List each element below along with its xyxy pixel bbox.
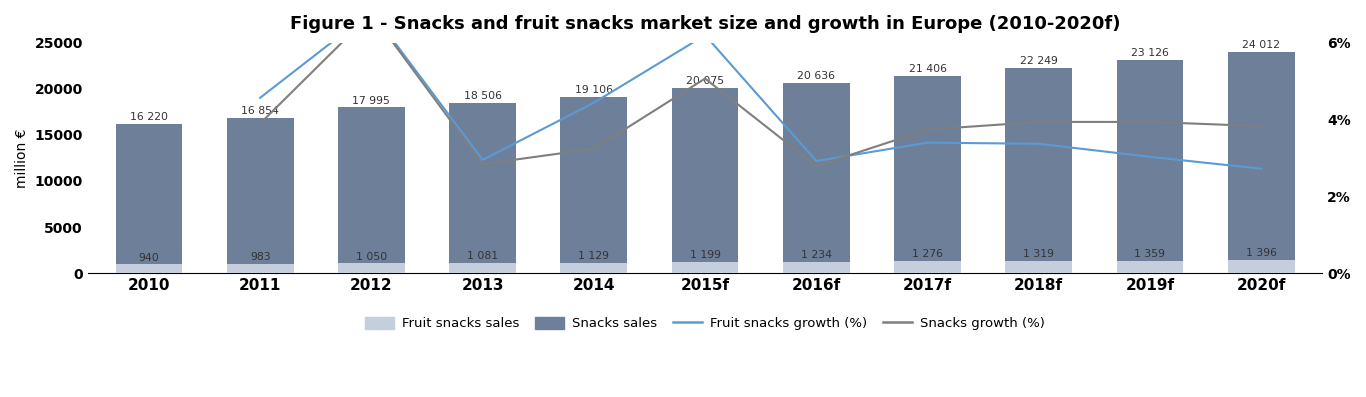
Text: 1 359: 1 359	[1135, 249, 1165, 259]
Bar	[1005, 68, 1072, 273]
Bar	[672, 88, 739, 273]
Bar	[449, 263, 516, 273]
Fruit snacks growth (%)	[919, 140, 936, 145]
Snacks growth (%)	[586, 146, 602, 151]
Fruit snacks growth (%)	[363, 9, 380, 14]
Snacks growth (%)	[1030, 119, 1046, 124]
Bar	[895, 261, 960, 273]
Bar	[337, 107, 404, 273]
Text: 1 234: 1 234	[800, 250, 832, 260]
Text: 1 396: 1 396	[1246, 249, 1277, 258]
Text: 18 506: 18 506	[463, 91, 501, 101]
Snacks growth (%)	[363, 11, 380, 16]
Text: 1 129: 1 129	[578, 251, 609, 261]
Text: 1 050: 1 050	[355, 252, 387, 262]
Fruit snacks growth (%)	[1253, 166, 1269, 171]
Fruit snacks growth (%)	[586, 100, 602, 105]
Snacks growth (%)	[809, 164, 825, 168]
Snacks growth (%)	[1253, 124, 1269, 129]
Fruit snacks growth (%)	[474, 158, 490, 162]
Text: 19 106: 19 106	[575, 85, 613, 95]
Bar	[783, 83, 850, 273]
Snacks growth (%)	[1142, 119, 1158, 124]
Text: 21 406: 21 406	[908, 64, 947, 74]
Text: 1 081: 1 081	[467, 251, 499, 261]
Bar	[1005, 261, 1072, 273]
Text: 22 249: 22 249	[1020, 56, 1057, 66]
Text: 17 995: 17 995	[352, 96, 391, 106]
Snacks growth (%)	[474, 162, 490, 166]
Line: Fruit snacks growth (%): Fruit snacks growth (%)	[260, 12, 1261, 169]
Bar	[560, 97, 627, 273]
Text: 20 075: 20 075	[686, 76, 724, 87]
Bar	[1228, 260, 1295, 273]
Line: Snacks growth (%): Snacks growth (%)	[260, 13, 1261, 166]
Bar	[672, 262, 739, 273]
Text: 983: 983	[250, 252, 270, 262]
Text: 23 126: 23 126	[1131, 48, 1169, 58]
Text: 1 276: 1 276	[912, 249, 943, 260]
Text: 940: 940	[138, 252, 160, 262]
Bar	[227, 264, 294, 273]
Bar	[1228, 52, 1295, 273]
Bar	[560, 263, 627, 273]
Bar	[449, 103, 516, 273]
Bar	[116, 124, 182, 273]
Bar	[895, 76, 960, 273]
Legend: Fruit snacks sales, Snacks sales, Fruit snacks growth (%), Snacks growth (%): Fruit snacks sales, Snacks sales, Fruit …	[359, 312, 1050, 335]
Bar	[1116, 260, 1183, 273]
Text: 16 854: 16 854	[242, 106, 279, 116]
Fruit snacks growth (%)	[251, 95, 268, 100]
Bar	[1116, 60, 1183, 273]
Snacks growth (%)	[919, 127, 936, 132]
Snacks growth (%)	[251, 121, 268, 126]
Bar	[783, 262, 850, 273]
Fruit snacks growth (%)	[809, 159, 825, 164]
Title: Figure 1 - Snacks and fruit snacks market size and growth in Europe (2010-2020f): Figure 1 - Snacks and fruit snacks marke…	[290, 15, 1120, 33]
Text: 1 199: 1 199	[690, 250, 721, 260]
Y-axis label: million €: million €	[15, 128, 29, 188]
Text: 16 220: 16 220	[130, 112, 168, 122]
Fruit snacks growth (%)	[1030, 141, 1046, 146]
Fruit snacks growth (%)	[1142, 154, 1158, 159]
Fruit snacks growth (%)	[697, 33, 713, 38]
Text: 1 319: 1 319	[1023, 249, 1055, 259]
Bar	[116, 264, 182, 273]
Text: 24 012: 24 012	[1242, 40, 1280, 50]
Bar	[227, 118, 294, 273]
Snacks growth (%)	[697, 76, 713, 81]
Text: 20 636: 20 636	[798, 71, 836, 81]
Bar	[337, 263, 404, 273]
